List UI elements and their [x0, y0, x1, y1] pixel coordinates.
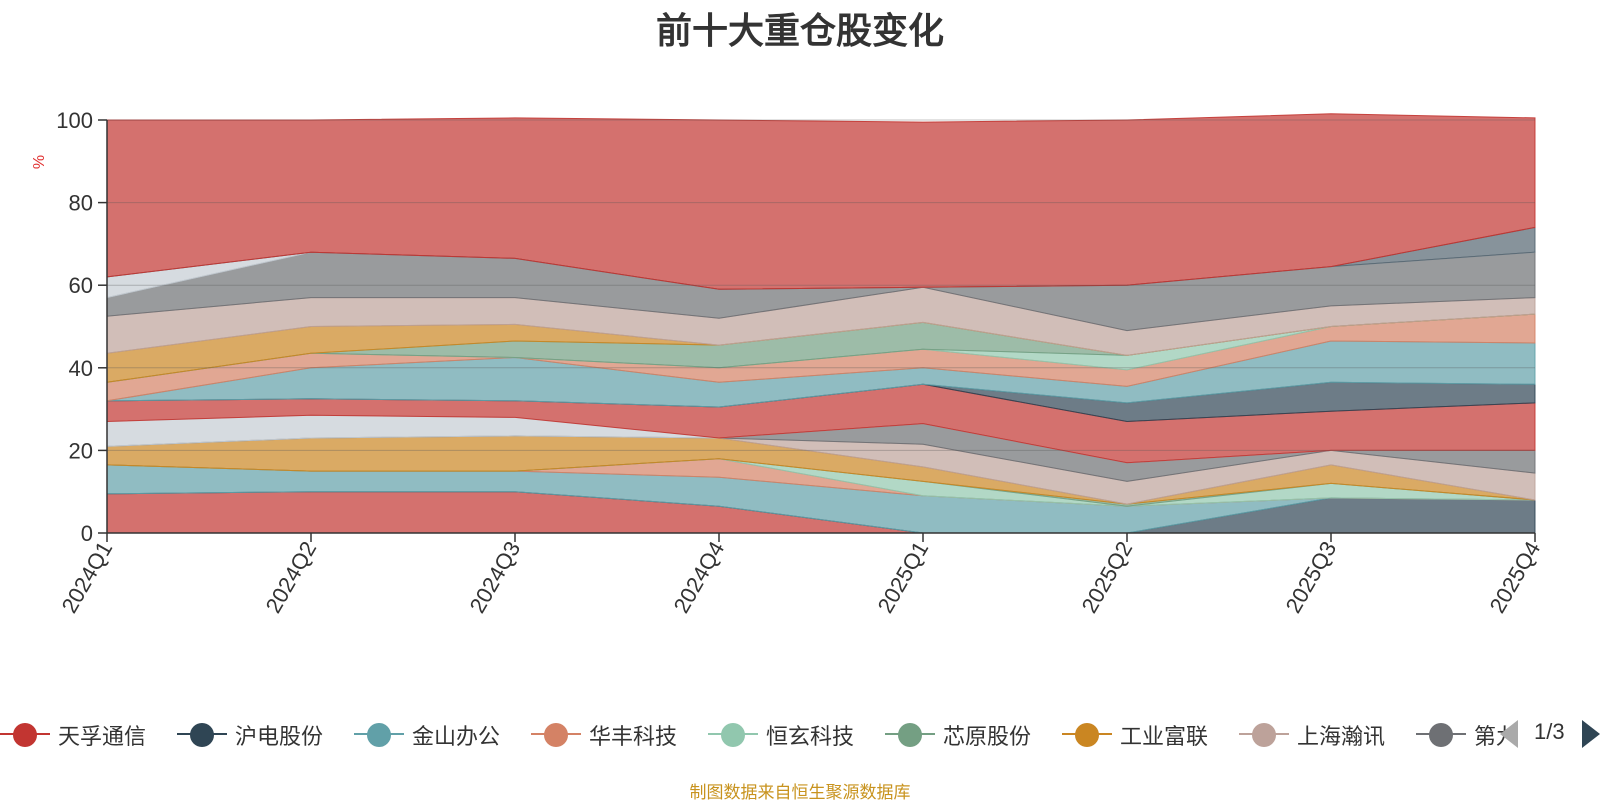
y-tick-label-4: 80	[69, 191, 93, 216]
legend-marker-icon-4	[721, 723, 745, 747]
x-tick-label-5: 2025Q2	[1077, 537, 1138, 617]
area-series-group	[106, 113, 1536, 534]
x-tick-label-4: 2025Q1	[873, 537, 934, 617]
y-tick-label-1: 20	[69, 438, 93, 463]
legend-next-page-icon[interactable]	[1582, 720, 1600, 748]
legend-marker-icon-3	[544, 723, 568, 747]
legend-marker-icon-7	[1252, 723, 1276, 747]
legend-label-4: 恒玄科技	[766, 724, 855, 749]
x-tick-label-2: 2024Q3	[465, 537, 526, 617]
legend-page-indicator: 1/3	[1534, 719, 1565, 744]
area-series-21	[106, 113, 1536, 290]
y-axis-label: %	[31, 155, 48, 169]
grid-lines	[107, 119, 1535, 451]
legend-marker-icon-0	[13, 723, 37, 747]
legend-prev-page-icon[interactable]	[1500, 720, 1518, 748]
legend-label-2: 金山办公	[412, 724, 501, 749]
legend-marker-icon-8	[1429, 723, 1453, 747]
y-tick-label-0: 0	[81, 521, 93, 546]
x-tick-label-3: 2024Q4	[669, 537, 730, 617]
y-tick-label-5: 100	[56, 108, 93, 133]
x-tick-label-1: 2024Q2	[261, 537, 322, 617]
x-tick-label-0: 2024Q1	[57, 537, 118, 617]
legend-label-3: 华丰科技	[589, 724, 678, 749]
legend-label-5: 芯原股份	[943, 724, 1032, 749]
legend-label-0: 天孚通信	[58, 724, 147, 749]
source-note: 制图数据来自恒生聚源数据库	[689, 783, 911, 802]
legend-marker-icon-6	[1075, 723, 1099, 747]
legend-marker-icon-5	[898, 723, 922, 747]
x-tick-label-6: 2025Q3	[1281, 537, 1342, 617]
legend-marker-icon-2	[367, 723, 391, 747]
x-tick-label-7: 2025Q4	[1485, 537, 1546, 617]
legend-label-1: 沪电股份	[235, 724, 324, 749]
legend-pager: 1/3	[1500, 716, 1600, 752]
legend-marker-icon-1	[190, 723, 214, 747]
legend-label-6: 工业富联	[1120, 724, 1209, 749]
legend-label-7: 上海瀚讯	[1297, 724, 1386, 749]
y-tick-label-2: 40	[69, 356, 93, 381]
y-tick-label-3: 60	[69, 273, 93, 298]
chart-title: 前十大重仓股变化	[655, 10, 944, 51]
legend: 天孚通信沪电股份金山办公华丰科技恒玄科技芯原股份工业富联上海瀚讯第九只重仓股	[0, 716, 1510, 752]
